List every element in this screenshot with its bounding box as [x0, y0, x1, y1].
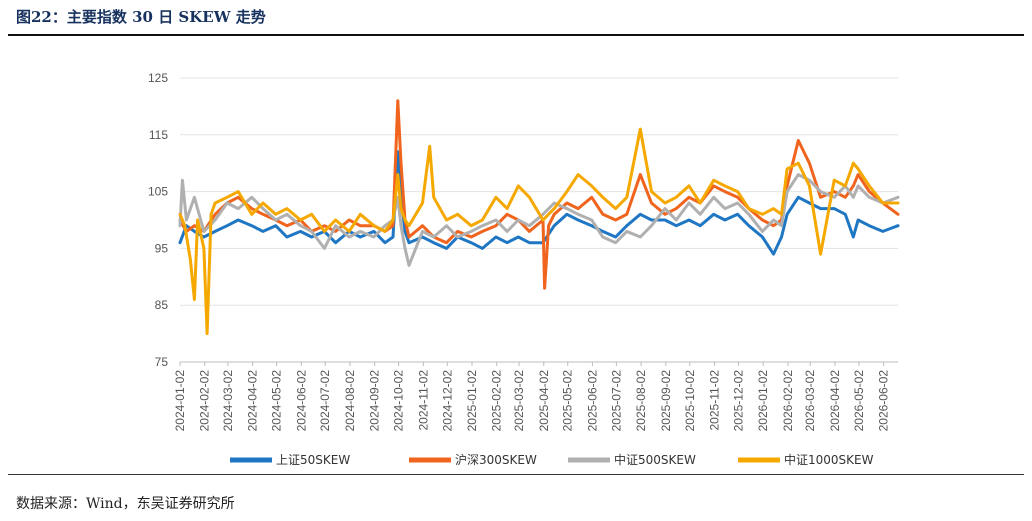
y-tick-label: 95	[155, 241, 169, 255]
y-tick-label: 125	[148, 71, 168, 85]
x-tick-label: 2025-07-02	[609, 370, 623, 432]
y-tick-label: 85	[155, 298, 169, 312]
x-tick-label: 2025-01-02	[465, 370, 479, 432]
x-tick-label: 2025-06-02	[585, 370, 599, 432]
legend-label: 沪深300SKEW	[455, 453, 537, 467]
x-tick-label: 2025-12-02	[731, 370, 745, 432]
grid-lines	[180, 77, 898, 363]
x-tick-label: 2025-02-02	[490, 370, 504, 432]
series-lines	[178, 99, 900, 336]
series-line	[178, 173, 900, 267]
x-tick-label: 2026-01-02	[756, 370, 770, 432]
x-tick-label: 2025-05-02	[561, 370, 575, 432]
x-tick-label: 2024-07-02	[318, 370, 332, 432]
x-tick-label: 2026-03-02	[803, 370, 817, 432]
legend: 上证50SKEW 沪深300SKEW 中证500SKEW 中证1000SKEW	[230, 452, 874, 467]
series-line	[178, 150, 900, 256]
x-tick-label: 2024-09-02	[368, 370, 382, 432]
x-tick-label: 2025-03-02	[512, 370, 526, 432]
x-tick-label: 2024-01-02	[173, 370, 187, 432]
x-tick-label: 2026-02-02	[781, 370, 795, 432]
x-tick-label: 2024-04-02	[246, 370, 260, 432]
y-tick-label: 105	[148, 185, 168, 199]
x-tick-label: 2024-02-02	[198, 370, 212, 432]
x-tick-label: 2025-10-02	[683, 370, 697, 432]
x-tick-label: 2024-08-02	[343, 370, 357, 432]
x-tick-label: 2025-08-02	[634, 370, 648, 432]
source-note: 数据来源：Wind，东吴证券研究所	[16, 496, 235, 512]
y-tick-label: 75	[155, 355, 169, 369]
x-tick-label: 2024-03-02	[221, 370, 235, 432]
legend-label: 中证1000SKEW	[784, 452, 874, 467]
y-axis-ticks: 75 85 95 105 115 125	[148, 71, 168, 369]
series-line	[178, 99, 900, 290]
legend-label: 中证500SKEW	[614, 452, 696, 467]
top-rule	[8, 34, 1024, 36]
x-tick-label: 2026-05-02	[852, 370, 866, 432]
x-tick-label: 2026-06-02	[877, 370, 891, 432]
x-tick-label: 2024-11-02	[416, 370, 430, 431]
figure-title: 图22：主要指数 30 日 SKEW 走势	[16, 8, 266, 26]
x-tick-label: 2025-09-02	[659, 370, 673, 432]
x-tick-label: 2024-12-02	[440, 370, 454, 432]
y-tick-label: 115	[149, 128, 168, 142]
x-tick-label: 2026-04-02	[828, 370, 842, 432]
x-tick-label: 2025-11-02	[708, 370, 722, 431]
bottom-rule	[8, 474, 1024, 475]
x-axis-ticks: 2024-01-02 2024-02-02 2024-03-02 2024-04-02…	[173, 362, 891, 431]
legend-label: 上证50SKEW	[276, 453, 350, 467]
x-tick-label: 2024-10-02	[392, 370, 406, 432]
x-tick-label: 2025-04-02	[537, 370, 551, 432]
x-tick-label: 2024-06-02	[294, 370, 308, 432]
series-line	[178, 127, 900, 336]
x-tick-label: 2024-05-02	[270, 370, 284, 432]
